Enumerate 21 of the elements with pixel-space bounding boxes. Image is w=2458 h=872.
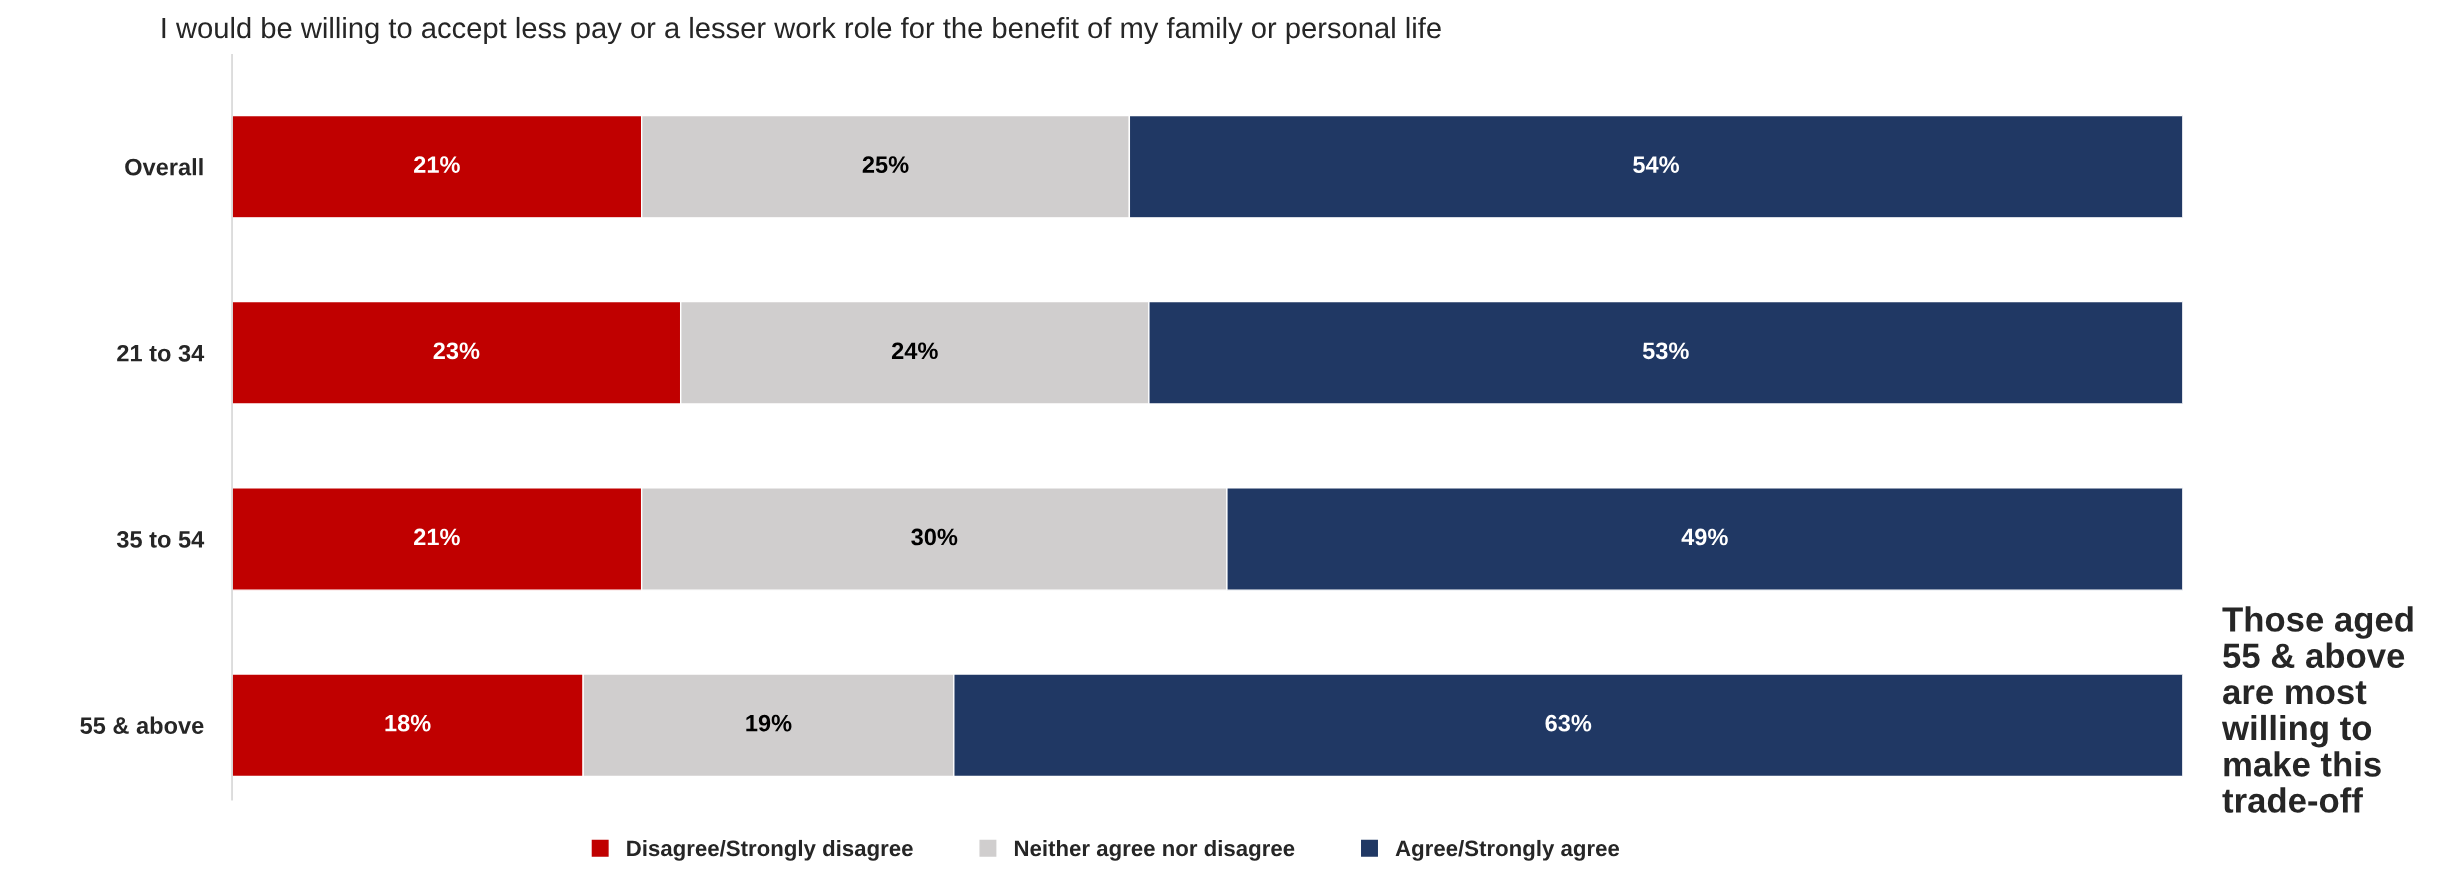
data-label: 24% bbox=[891, 342, 938, 360]
y-tick-label: 55 & above bbox=[80, 716, 204, 734]
data-label: 25% bbox=[862, 156, 909, 173]
data-label: 49% bbox=[1681, 528, 1728, 546]
y-tick-label: 35 to 54 bbox=[116, 531, 205, 548]
data-label: 18% bbox=[385, 714, 431, 732]
data-label: 54% bbox=[1633, 156, 1680, 173]
legend-label: Neither agree nor disagree bbox=[1014, 839, 1295, 861]
data-label: 30% bbox=[911, 528, 958, 546]
legend-label: Agree/Strongly agree bbox=[1395, 839, 1620, 861]
legend-label: Disagree/Strongly disagree bbox=[627, 839, 913, 861]
data-label: 21% bbox=[414, 156, 460, 173]
data-label: 53% bbox=[1642, 342, 1689, 360]
data-label: 21% bbox=[414, 528, 460, 546]
data-label: 23% bbox=[433, 342, 480, 360]
text: Those aged 55 & above are most willing to make this trade-off bbox=[2221, 606, 2413, 813]
data-label: 19% bbox=[746, 714, 792, 732]
y-tick-label: 21 to 34 bbox=[117, 344, 205, 362]
chart-title: I would be willing to accept less pay or a lesser work role for the benefit of my family or personal life bbox=[162, 16, 1441, 45]
data-label: 63% bbox=[1545, 714, 1592, 732]
y-tick-label: Overall bbox=[125, 158, 203, 176]
